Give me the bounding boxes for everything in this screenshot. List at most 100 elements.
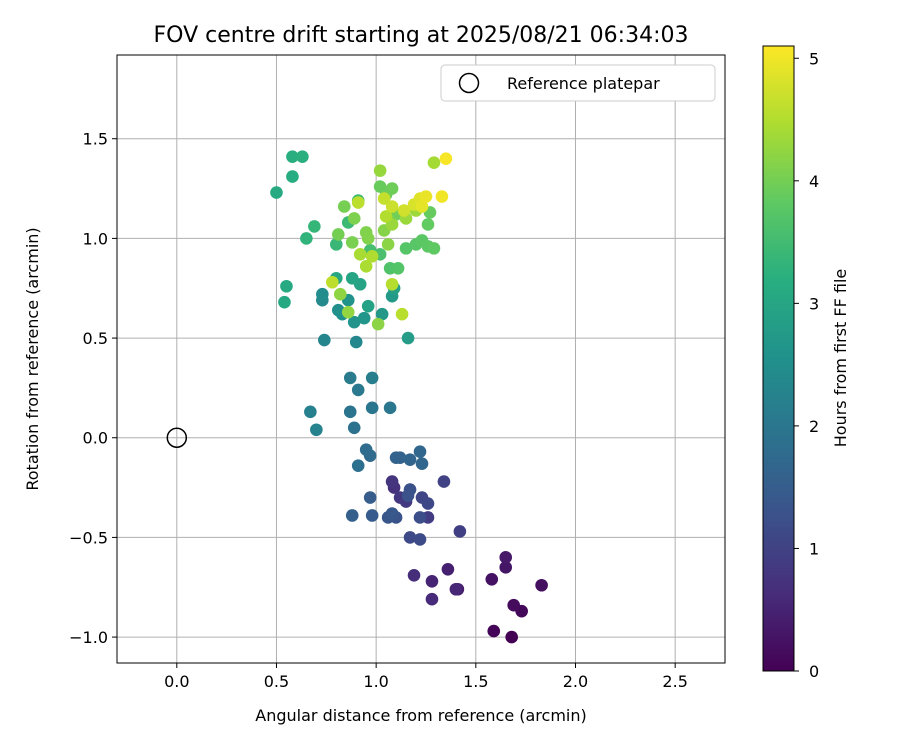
data-point	[351, 459, 365, 472]
data-point	[507, 598, 520, 612]
data-point	[415, 200, 429, 213]
data-point	[381, 238, 395, 251]
data-point	[343, 371, 357, 385]
data-point	[286, 170, 299, 183]
y-tick-label: 1.5	[83, 130, 108, 149]
data-point	[365, 401, 379, 415]
data-point	[385, 475, 399, 488]
data-point	[308, 220, 321, 233]
data-point	[427, 156, 441, 169]
y-tick-label: 0.0	[83, 429, 108, 448]
data-point	[325, 275, 339, 289]
x-tick-label: 1.0	[363, 672, 388, 691]
data-point	[413, 511, 427, 524]
legend-reference-marker	[458, 72, 480, 94]
colorbar-gradient	[762, 45, 795, 672]
data-point	[331, 228, 345, 241]
data-point	[401, 489, 415, 502]
colorbar-ticks: 0 1 2 3 4 5	[794, 49, 819, 681]
data-point	[280, 279, 293, 293]
data-point	[439, 152, 453, 165]
data-point	[435, 190, 449, 203]
data-point	[415, 457, 429, 470]
data-point	[296, 150, 309, 163]
data-points	[270, 150, 548, 644]
data-point	[403, 453, 417, 466]
colorbar-tick-label: 3	[809, 294, 819, 313]
data-point	[453, 525, 467, 538]
reference-platepar-marker	[166, 427, 188, 448]
x-tick-label: 2.5	[662, 672, 687, 691]
data-point	[329, 238, 343, 251]
colorbar: 0 1 2 3 4 5 Hours from first FF file	[762, 45, 850, 681]
data-point	[343, 405, 357, 419]
data-point	[365, 509, 379, 522]
data-point	[397, 204, 411, 217]
legend-box	[440, 64, 716, 102]
data-point	[421, 497, 435, 510]
data-point	[393, 451, 407, 464]
data-point	[351, 383, 365, 397]
data-point	[413, 445, 427, 458]
data-point	[437, 475, 451, 488]
data-point	[278, 295, 291, 309]
data-point	[373, 164, 387, 177]
data-point	[407, 568, 421, 582]
data-point	[385, 200, 399, 213]
x-tick-label: 0.0	[164, 672, 189, 691]
data-point	[487, 624, 501, 638]
x-tick-label: 1.5	[463, 672, 488, 691]
data-point	[365, 371, 379, 385]
data-point	[499, 561, 513, 574]
data-point	[347, 421, 361, 435]
data-point	[395, 307, 409, 321]
data-point	[385, 182, 399, 195]
data-point	[383, 401, 397, 415]
data-point	[361, 232, 375, 245]
data-point	[419, 190, 433, 203]
data-point	[304, 405, 317, 419]
data-point	[385, 507, 399, 520]
data-point	[365, 250, 379, 263]
x-axis-label: Angular distance from reference (arcmin)	[255, 706, 586, 725]
data-point	[385, 277, 399, 291]
data-point	[421, 218, 435, 231]
data-point	[359, 260, 373, 273]
data-point	[485, 572, 499, 586]
colorbar-tick-label: 2	[809, 417, 819, 436]
data-point	[347, 212, 361, 225]
data-point	[316, 287, 329, 301]
data-point	[359, 443, 373, 457]
colorbar-label: Hours from first FF file	[831, 269, 850, 448]
data-point	[425, 574, 439, 588]
data-point	[375, 307, 389, 321]
data-point	[337, 200, 351, 213]
data-point	[403, 531, 417, 544]
x-tick-label: 0.5	[264, 672, 289, 691]
colorbar-tick-label: 5	[809, 49, 819, 68]
x-axis-ticks: 0.0 0.5 1.0 1.5 2.0 2.5	[164, 663, 688, 691]
colorbar-tick-label: 0	[809, 662, 819, 681]
data-point	[377, 192, 391, 205]
y-tick-label: 0.5	[83, 329, 108, 348]
data-point	[535, 578, 548, 592]
chart-title: FOV centre drift starting at 2025/08/21 …	[154, 23, 689, 48]
data-point	[505, 630, 519, 644]
data-point	[286, 150, 299, 163]
data-point	[349, 335, 363, 349]
legend-label-reference: Reference platepar	[507, 74, 660, 93]
plot-frame	[116, 54, 726, 664]
data-point	[379, 210, 393, 223]
y-tick-label: −1.0	[69, 628, 108, 647]
data-point	[449, 582, 463, 596]
data-point	[363, 491, 377, 504]
data-point	[399, 242, 413, 255]
data-point	[427, 242, 441, 255]
data-point	[345, 509, 359, 522]
data-point	[345, 271, 359, 285]
data-point	[341, 305, 355, 319]
reference-marker-group	[166, 427, 188, 448]
legend: Reference platepar	[440, 64, 716, 102]
data-point	[300, 232, 313, 245]
